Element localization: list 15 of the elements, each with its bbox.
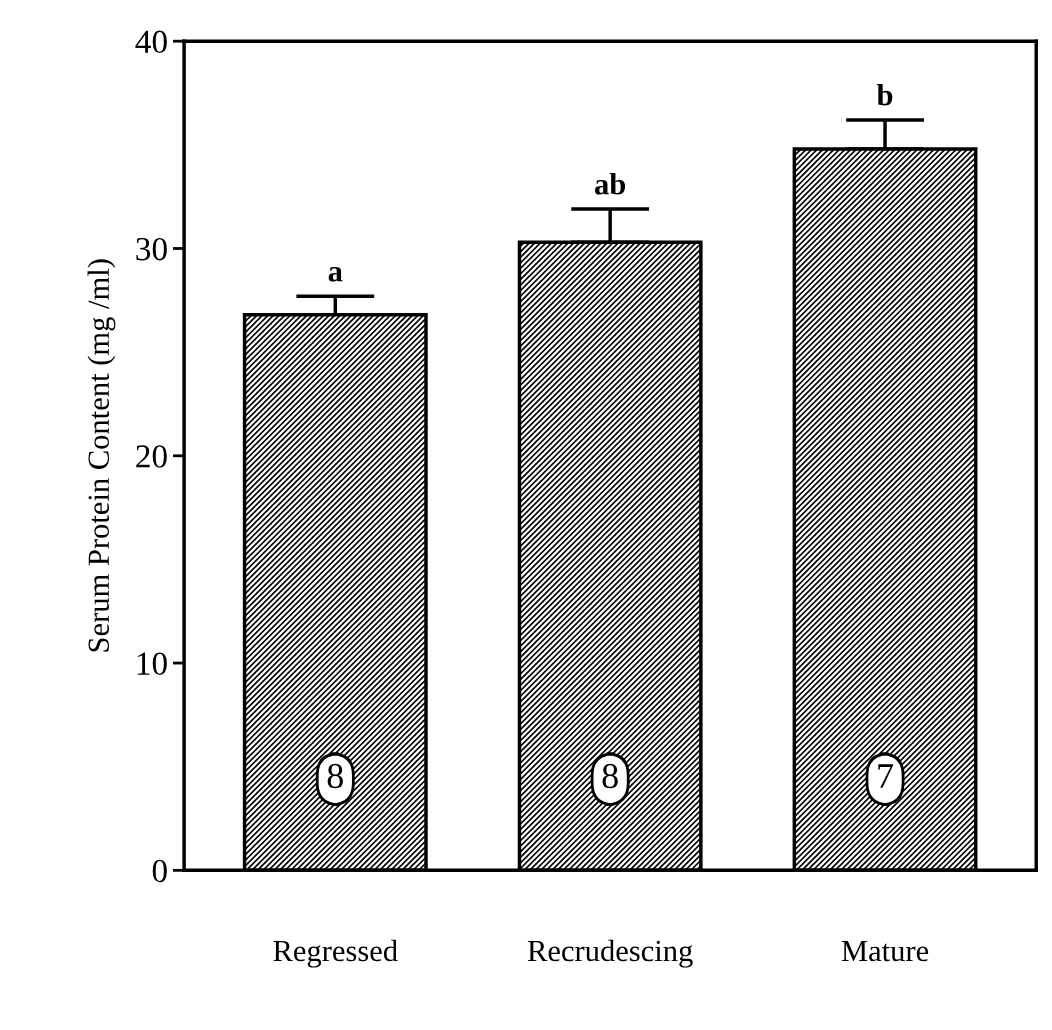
annotation: a — [328, 266, 343, 282]
x-tick-label: Recrudescing — [527, 939, 693, 968]
y-tick-label: 10 — [137, 652, 167, 675]
y-tick-label: 40 — [135, 30, 167, 54]
y-tick-label: 0 — [152, 859, 167, 883]
annotation: 8 — [327, 763, 343, 789]
annotation: 8 — [602, 763, 618, 789]
y-axis-title: Serum Protein Content (mg /ml) — [87, 259, 116, 652]
y-tick-label: 30 — [136, 237, 167, 261]
annotation: ab — [595, 173, 626, 195]
annotation: 7 — [878, 764, 894, 788]
annotation: b — [876, 83, 893, 106]
y-tick-label: 20 — [136, 445, 167, 468]
x-tick-label: Mature — [841, 940, 929, 962]
x-tick-label: Regressed — [273, 939, 398, 968]
